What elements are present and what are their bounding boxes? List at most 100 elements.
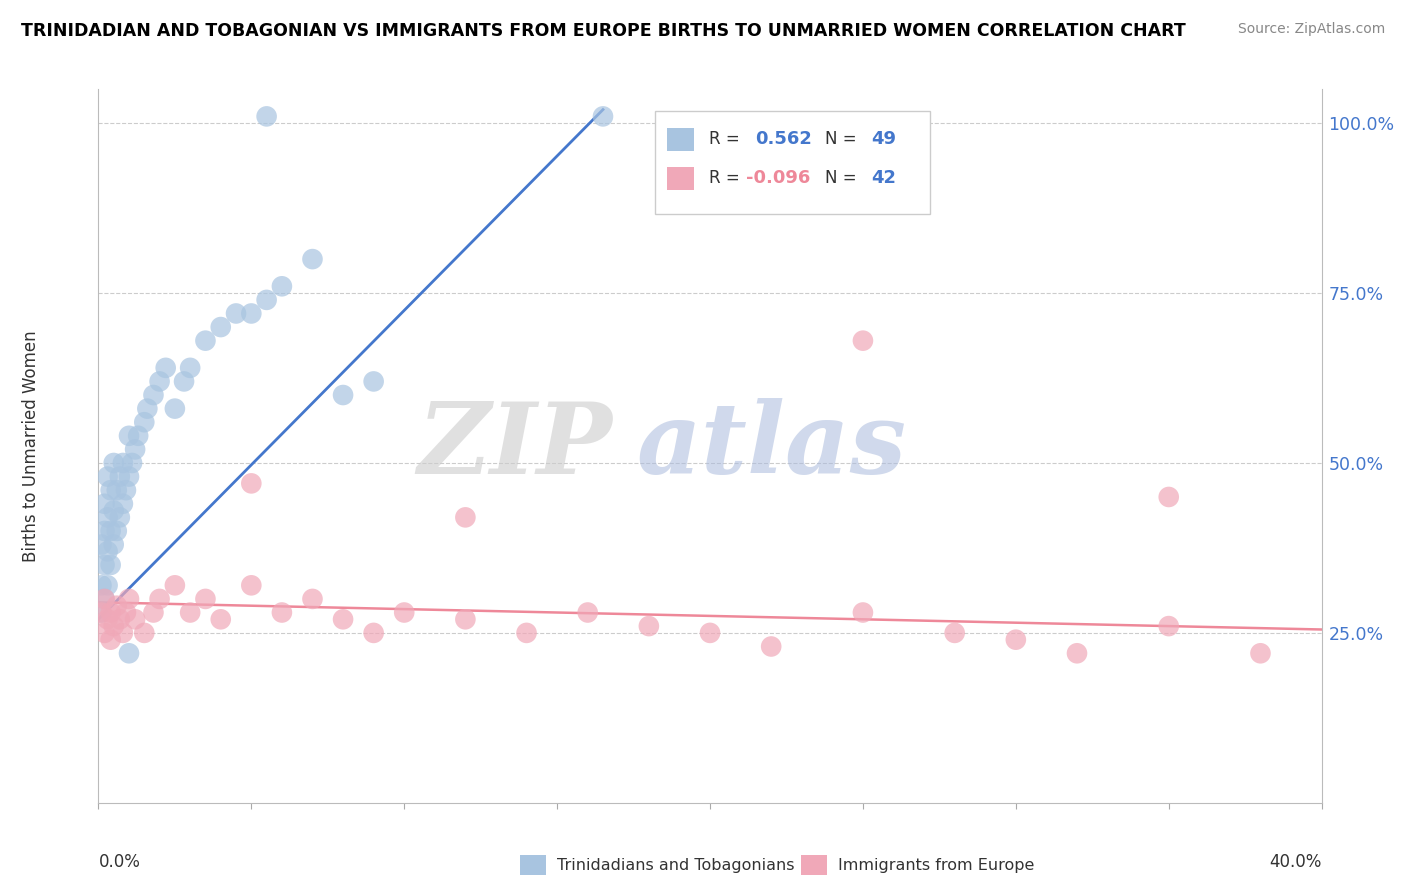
- Point: [134, 415, 156, 429]
- Text: 40.0%: 40.0%: [1270, 853, 1322, 871]
- Point: [103, 456, 125, 470]
- Point: [1066, 646, 1088, 660]
- Point: [1249, 646, 1271, 660]
- Text: Trinidadians and Tobagonians: Trinidadians and Tobagonians: [557, 858, 794, 872]
- Point: [103, 537, 125, 551]
- Text: Births to Unmarried Women: Births to Unmarried Women: [22, 330, 41, 562]
- Point: [576, 606, 599, 620]
- Point: [97, 510, 120, 524]
- Point: [127, 429, 149, 443]
- Text: -0.096: -0.096: [745, 169, 810, 187]
- Point: [124, 442, 146, 457]
- Point: [108, 469, 131, 483]
- Point: [93, 524, 115, 538]
- Point: [118, 429, 141, 443]
- Point: [163, 578, 186, 592]
- Point: [97, 469, 120, 483]
- Point: [100, 524, 122, 538]
- Point: [363, 626, 385, 640]
- Point: [194, 334, 217, 348]
- FancyBboxPatch shape: [655, 111, 931, 214]
- Point: [105, 483, 128, 498]
- Point: [142, 606, 165, 620]
- Point: [97, 544, 120, 558]
- Point: [93, 591, 115, 606]
- Point: [301, 591, 323, 606]
- Point: [93, 558, 115, 572]
- Point: [100, 558, 122, 572]
- Point: [90, 606, 112, 620]
- Point: [136, 401, 159, 416]
- Point: [637, 619, 661, 633]
- Point: [163, 401, 186, 416]
- Point: [115, 606, 138, 620]
- Point: [90, 606, 112, 620]
- Point: [852, 334, 875, 348]
- Point: [108, 510, 131, 524]
- Point: [97, 578, 120, 592]
- Point: [240, 476, 263, 491]
- Point: [1004, 632, 1026, 647]
- Point: [103, 619, 125, 633]
- Point: [118, 591, 141, 606]
- Point: [392, 606, 416, 620]
- Point: [173, 375, 195, 389]
- Point: [111, 626, 134, 640]
- Point: [943, 626, 966, 640]
- Point: [90, 537, 112, 551]
- Point: [1157, 619, 1180, 633]
- Point: [111, 456, 134, 470]
- Point: [179, 360, 201, 375]
- Point: [256, 293, 278, 307]
- Point: [759, 640, 782, 654]
- Point: [105, 524, 128, 538]
- FancyBboxPatch shape: [668, 128, 695, 151]
- Text: N =: N =: [825, 169, 862, 187]
- Point: [118, 646, 141, 660]
- Point: [93, 591, 115, 606]
- Point: [332, 612, 354, 626]
- Point: [209, 320, 232, 334]
- Point: [100, 632, 122, 647]
- Point: [454, 510, 477, 524]
- Point: [301, 252, 323, 266]
- Point: [1157, 490, 1180, 504]
- Point: [100, 606, 122, 620]
- FancyBboxPatch shape: [668, 167, 695, 190]
- Point: [179, 606, 201, 620]
- Point: [124, 612, 146, 626]
- Point: [90, 578, 112, 592]
- Point: [111, 497, 134, 511]
- Text: ZIP: ZIP: [418, 398, 612, 494]
- Point: [149, 591, 172, 606]
- Text: N =: N =: [825, 130, 862, 148]
- Point: [134, 626, 156, 640]
- Text: 42: 42: [872, 169, 897, 187]
- Point: [142, 388, 165, 402]
- Text: R =: R =: [709, 130, 745, 148]
- Point: [108, 612, 131, 626]
- Point: [699, 626, 721, 640]
- Text: R =: R =: [709, 169, 745, 187]
- Point: [93, 626, 115, 640]
- Point: [332, 388, 354, 402]
- Point: [454, 612, 477, 626]
- Text: 49: 49: [872, 130, 897, 148]
- Text: Source: ZipAtlas.com: Source: ZipAtlas.com: [1237, 22, 1385, 37]
- Point: [256, 109, 278, 123]
- Text: Immigrants from Europe: Immigrants from Europe: [838, 858, 1035, 872]
- Point: [209, 612, 232, 626]
- Point: [516, 626, 538, 640]
- Point: [240, 306, 263, 320]
- Text: 0.562: 0.562: [755, 130, 813, 148]
- Point: [100, 483, 122, 498]
- Text: TRINIDADIAN AND TOBAGONIAN VS IMMIGRANTS FROM EUROPE BIRTHS TO UNMARRIED WOMEN C: TRINIDADIAN AND TOBAGONIAN VS IMMIGRANTS…: [21, 22, 1185, 40]
- Point: [225, 306, 247, 320]
- Point: [115, 483, 138, 498]
- Point: [270, 606, 292, 620]
- Point: [121, 456, 143, 470]
- Point: [240, 578, 263, 592]
- Point: [118, 469, 141, 483]
- Point: [363, 375, 385, 389]
- Point: [852, 606, 875, 620]
